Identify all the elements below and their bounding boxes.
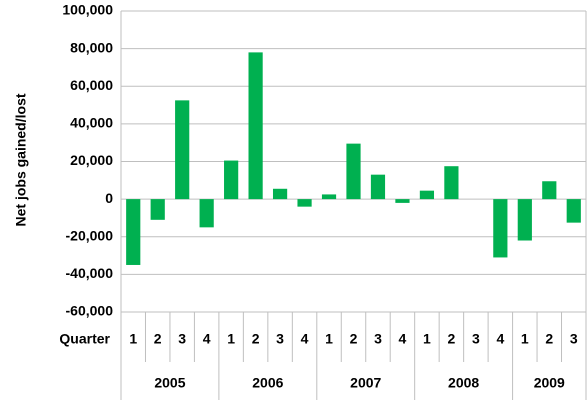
x-group-label: 2006 xyxy=(252,375,283,391)
x-tick-label: 4 xyxy=(496,331,504,347)
x-tick-label: 4 xyxy=(203,331,211,347)
bar xyxy=(272,188,288,200)
x-tick-label: 3 xyxy=(374,331,382,347)
y-tick-label: 60,000 xyxy=(70,77,113,93)
x-tick-label: 2 xyxy=(154,331,162,347)
x-tick-label: 1 xyxy=(325,331,333,347)
x-tick-label: 1 xyxy=(227,331,235,347)
x-tick-label: 4 xyxy=(399,331,407,347)
x-group-label: 2005 xyxy=(154,375,185,391)
y-tick-label: -20,000 xyxy=(66,227,114,243)
bar xyxy=(126,199,141,265)
x-tick-label: 3 xyxy=(276,331,284,347)
x-tick-label: 3 xyxy=(570,331,578,347)
y-tick-label: 40,000 xyxy=(70,115,113,131)
bar xyxy=(542,181,557,200)
bar xyxy=(248,52,263,200)
x-tick-label: 2 xyxy=(252,331,260,347)
bar xyxy=(370,174,386,200)
x-group-label: 2008 xyxy=(448,375,479,391)
x-group-label: 2009 xyxy=(534,375,565,391)
bar xyxy=(321,194,337,200)
bar xyxy=(175,100,190,200)
x-tick-label: 3 xyxy=(178,331,186,347)
bar xyxy=(395,199,410,203)
x-group-label: 2007 xyxy=(350,375,381,391)
y-tick-label: 100,000 xyxy=(62,2,113,18)
x-tick-label: 4 xyxy=(301,331,309,347)
x-tick-label: 2 xyxy=(545,331,553,347)
bar xyxy=(419,190,435,200)
y-tick-label: 0 xyxy=(105,190,113,206)
y-axis-title: Net jobs gained/lost xyxy=(13,93,29,226)
bar xyxy=(297,199,312,207)
bar xyxy=(346,143,361,200)
y-tick-label: -60,000 xyxy=(66,303,114,319)
x-axis-title: Quarter xyxy=(59,331,110,347)
x-tick-label: 2 xyxy=(350,331,358,347)
x-tick-label: 3 xyxy=(472,331,480,347)
bar xyxy=(199,199,214,228)
bar xyxy=(444,166,459,200)
y-tick-label: 20,000 xyxy=(70,152,113,168)
x-tick-label: 1 xyxy=(423,331,431,347)
bar xyxy=(224,160,239,200)
x-tick-label: 1 xyxy=(129,331,137,347)
x-tick-label: 1 xyxy=(521,331,529,347)
bar xyxy=(566,199,581,223)
y-tick-label: -40,000 xyxy=(66,265,114,281)
y-tick-label: 80,000 xyxy=(70,39,113,55)
bar xyxy=(517,199,532,241)
bar xyxy=(493,199,508,258)
x-tick-label: 2 xyxy=(447,331,455,347)
bar xyxy=(150,199,165,220)
